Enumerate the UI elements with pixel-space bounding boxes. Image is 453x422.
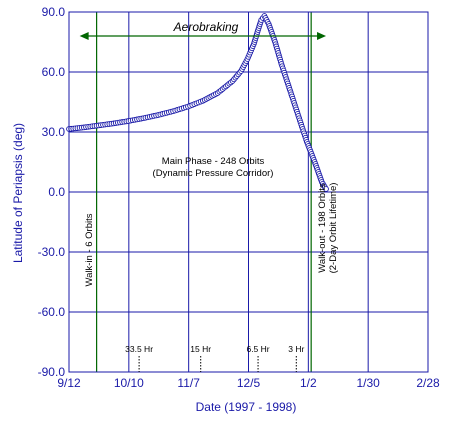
x-axis-title: Date (1997 - 1998) bbox=[196, 400, 297, 414]
x-tick-label: 11/7 bbox=[177, 376, 200, 390]
x-tick-label: 12/5 bbox=[237, 376, 261, 390]
main-phase-label: Main Phase - 248 Orbits bbox=[162, 156, 265, 167]
aerobraking-label: Aerobraking bbox=[173, 20, 239, 34]
y-tick-label: 30.0 bbox=[42, 125, 66, 139]
x-tick-label: 2/28 bbox=[416, 376, 440, 390]
plot-frame bbox=[68, 11, 429, 373]
y-tick-label: 0.0 bbox=[48, 185, 65, 199]
y-tick-label: 60.0 bbox=[42, 65, 66, 79]
y-tick-label: -60.0 bbox=[38, 305, 66, 319]
period-marker-label: 6.5 Hr bbox=[246, 344, 269, 354]
period-marker-label: 33.5 Hr bbox=[125, 344, 153, 354]
y-tick-label: -30.0 bbox=[38, 245, 66, 259]
x-tick-label: 1/30 bbox=[356, 376, 380, 390]
tick-labels: 9/12 10/10 11/7 12/5 1/2 1/30 2/28 90.0 60.0 30.0… bbox=[38, 5, 440, 390]
period-marker-label: 3 Hr bbox=[288, 344, 304, 354]
x-tick-label: 10/10 bbox=[114, 376, 144, 390]
y-tick-label: -90.0 bbox=[38, 365, 66, 379]
walk-out-sublabel: (2-Day Orbit Lifetime) bbox=[328, 183, 339, 274]
x-tick-label: 1/2 bbox=[300, 376, 317, 390]
grid bbox=[69, 12, 428, 372]
arrow-head-right bbox=[317, 32, 327, 40]
y-axis-title: Latitude of Periapsis (deg) bbox=[11, 123, 25, 263]
phase-lines bbox=[96, 12, 312, 372]
data-point bbox=[323, 186, 329, 192]
x-tick-label: 9/12 bbox=[57, 376, 81, 390]
data-series bbox=[66, 13, 329, 192]
y-tick-label: 90.0 bbox=[42, 5, 66, 19]
period-markers: 33.5 Hr 15 Hr 6.5 Hr 3 Hr bbox=[125, 344, 304, 372]
main-phase-sublabel: (Dynamic Pressure Corridor) bbox=[153, 168, 274, 179]
arrow-head-left bbox=[79, 32, 89, 40]
aerobraking-arrow bbox=[79, 32, 327, 40]
period-marker-label: 15 Hr bbox=[190, 344, 211, 354]
walk-in-label: Walk-in - 6 Orbits bbox=[84, 213, 95, 286]
walk-out-label: Walk-out - 198 Orbits bbox=[317, 183, 328, 273]
